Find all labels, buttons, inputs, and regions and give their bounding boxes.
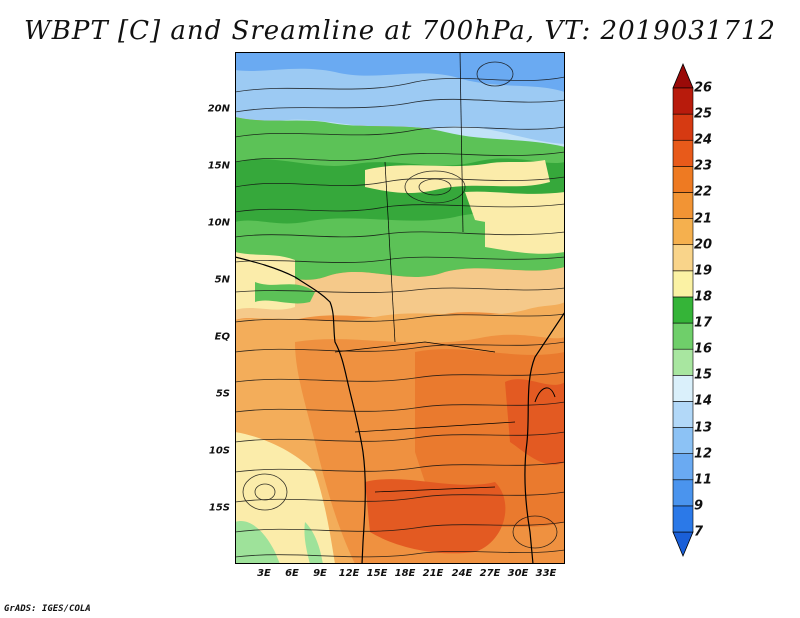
shade-green-sw [235, 521, 280, 564]
colorbar-tick-label: 25 [694, 106, 713, 122]
lat-label-15N: 15N [207, 160, 230, 172]
colorbar-segment [672, 453, 694, 481]
lon-label-15E: 15E [366, 568, 388, 579]
chart-title: WBPT [C] and Sreamline at 700hPa, VT: 20… [24, 16, 776, 46]
wbpt-shading [235, 52, 565, 564]
colorbar-tick-label: 24 [694, 132, 713, 148]
map-panel [235, 52, 565, 564]
colorbar-segment [672, 374, 694, 402]
colorbar-segment [672, 139, 694, 167]
colorbar-segment [672, 348, 694, 376]
shade-blue-deep [235, 52, 565, 92]
shade-green-sw2 [304, 522, 323, 564]
lat-label-15S: 15S [208, 502, 230, 514]
colorbar-tick-label: 20 [694, 237, 713, 253]
colorbar-segment [672, 192, 694, 219]
colorbar-tick-label: 11 [694, 472, 713, 488]
lat-label-5N: 5N [214, 274, 230, 286]
lon-label-21E: 21E [422, 568, 444, 579]
shade-red-south [365, 479, 506, 554]
map-border [235, 52, 565, 564]
lon-label-24E: 24E [451, 568, 473, 579]
colorbar-tick-label: 26 [694, 80, 713, 96]
lon-label-3E: 3E [257, 568, 271, 579]
colorbar-segment [672, 296, 694, 324]
lat-label-10S: 10S [208, 445, 230, 457]
colorbar-tick-label: 7 [694, 524, 704, 540]
colorbar-tick-label: 18 [694, 289, 713, 305]
colorbar-tick-label: 17 [694, 315, 713, 331]
shade-tan-band [235, 267, 565, 321]
colorbar-tick-label: 16 [694, 341, 713, 357]
colorbar-segment [672, 427, 694, 454]
colorbar-tick-label: 13 [694, 420, 713, 436]
lon-label-6E: 6E [285, 568, 299, 579]
lon-label-12E: 12E [338, 568, 360, 579]
shade-yellow-east [465, 191, 565, 227]
lat-label-EQ: EQ [214, 331, 230, 343]
shade-yellow-ne [485, 217, 565, 254]
lat-label-20N: 20N [207, 103, 230, 115]
colorbar-segment [672, 218, 694, 246]
colorbar-tick-label: 21 [694, 211, 713, 227]
colorbar-tick-label: 9 [694, 498, 704, 514]
colorbar [672, 62, 694, 558]
lon-label-33E: 33E [535, 568, 557, 579]
lon-label-30E: 30E [507, 568, 529, 579]
shade-red-lakes [505, 379, 565, 465]
colorbar-segment [672, 87, 694, 115]
colorbar-tick-label: 15 [694, 367, 713, 383]
colorbar-segment [672, 322, 694, 350]
colorbar-segment [672, 270, 694, 298]
colorbar-triangle-low [672, 531, 694, 558]
colorbar-segment [672, 113, 694, 141]
lon-label-27E: 27E [479, 568, 501, 579]
coastlines-borders [235, 52, 565, 564]
colorbar-tick-label: 23 [694, 158, 713, 174]
colorbar-segment [672, 244, 694, 272]
colorbar-segment [672, 401, 694, 428]
lat-label-5S: 5S [215, 388, 230, 400]
colorbar-triangle-high [672, 62, 694, 89]
colorbar-tick-label: 12 [694, 446, 713, 462]
lat-label-10N: 10N [207, 217, 230, 229]
colorbar-tick-label: 19 [694, 263, 713, 279]
lon-label-18E: 18E [394, 568, 416, 579]
colorbar-tick-label: 14 [694, 393, 713, 409]
streamlines [235, 61, 565, 558]
colorbar-segment [672, 166, 694, 193]
shade-green-gulf [255, 282, 315, 304]
colorbar-tick-label: 22 [694, 184, 713, 200]
colorbar-segment [672, 505, 694, 533]
colorbar-segment [672, 479, 694, 507]
lon-label-9E: 9E [313, 568, 327, 579]
grads-credit: GrADS: IGES/COLA [4, 604, 91, 614]
